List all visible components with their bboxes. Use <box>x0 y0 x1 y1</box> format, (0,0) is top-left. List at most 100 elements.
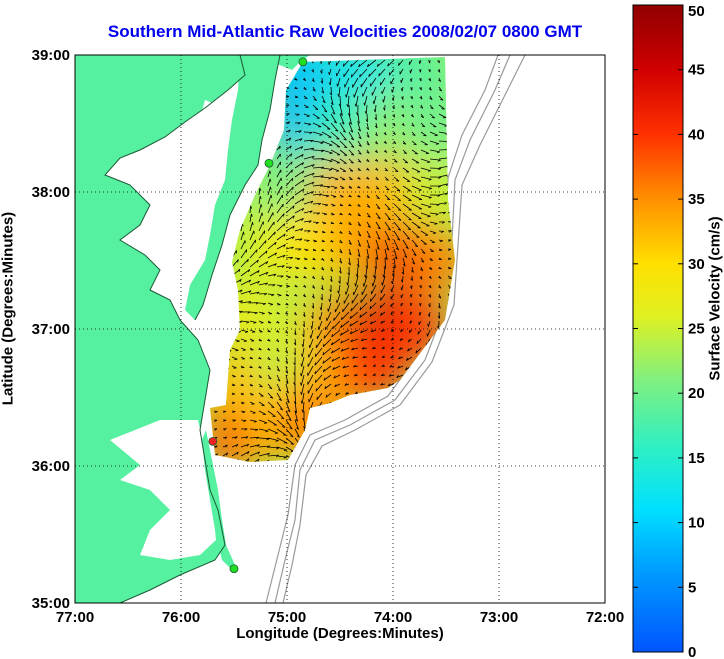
velocity-arrowhead <box>411 270 414 273</box>
velocity-arrow <box>411 257 416 265</box>
velocity-arrowhead <box>365 119 368 123</box>
velocity-arrow <box>231 259 239 268</box>
velocity-arrowhead <box>370 329 374 333</box>
velocity-arrow <box>276 383 282 392</box>
velocity-arrowhead <box>311 69 314 73</box>
velocity-arrowhead <box>361 346 365 350</box>
velocity-arrowhead <box>313 98 317 101</box>
velocity-arrow <box>285 225 295 232</box>
velocity-arrowhead <box>336 300 338 304</box>
velocity-arrowhead <box>270 186 272 190</box>
velocity-arrowhead <box>396 375 399 378</box>
velocity-arrowhead <box>236 451 239 455</box>
velocity-arrow <box>339 167 347 172</box>
velocity-arrowhead <box>301 154 304 158</box>
velocity-arrowhead <box>214 411 218 413</box>
velocity-arrowhead <box>273 273 277 277</box>
velocity-arrowhead <box>293 303 297 306</box>
velocity-arrowhead <box>255 429 259 432</box>
velocity-arrow <box>249 410 256 414</box>
velocity-arrowhead <box>397 199 401 201</box>
velocity-arrowhead <box>308 123 312 126</box>
velocity-arrow <box>335 59 341 66</box>
velocity-arrowhead <box>269 170 271 174</box>
velocity-arrowhead <box>345 391 348 395</box>
velocity-arrowhead <box>258 357 262 360</box>
velocity-arrow <box>294 428 300 438</box>
velocity-arrowhead <box>312 277 316 280</box>
velocity-arrowhead <box>320 142 324 145</box>
velocity-arrowhead <box>346 282 349 286</box>
velocity-arrowhead <box>410 277 413 281</box>
velocity-arrowhead <box>393 265 396 269</box>
velocity-arrow <box>374 104 377 113</box>
velocity-arrow <box>240 320 250 323</box>
velocity-arrowhead <box>421 125 426 128</box>
velocity-arrowhead <box>278 295 282 297</box>
velocity-arrow <box>332 365 341 370</box>
velocity-arrow <box>301 383 305 395</box>
radar-site-marker <box>208 436 218 446</box>
velocity-arrow <box>352 356 359 359</box>
velocity-arrowhead <box>336 170 340 172</box>
velocity-arrow <box>350 68 359 78</box>
velocity-arrowhead <box>349 315 352 319</box>
velocity-arrowhead <box>340 113 343 116</box>
velocity-arrowhead <box>344 383 348 386</box>
velocity-arrow <box>330 176 339 180</box>
velocity-arrow <box>267 302 274 305</box>
velocity-arrowhead <box>336 138 340 140</box>
velocity-arrow <box>353 284 359 296</box>
velocity-arrow <box>258 221 264 232</box>
velocity-arrow <box>348 239 352 245</box>
velocity-arrowhead <box>328 298 331 303</box>
velocity-arrow <box>348 167 354 172</box>
velocity-arrow <box>249 291 260 295</box>
velocity-arrowhead <box>280 417 285 420</box>
velocity-arrow <box>357 257 360 267</box>
velocity-arrowhead <box>290 256 294 260</box>
velocity-arrow <box>339 257 343 264</box>
velocity-arrow <box>357 131 362 139</box>
velocity-arrow <box>402 167 410 173</box>
velocity-arrowhead <box>387 218 391 221</box>
velocity-arrowhead <box>281 265 285 268</box>
velocity-arrowhead <box>247 458 250 462</box>
velocity-arrowhead <box>359 307 362 311</box>
velocity-arrow <box>285 419 293 430</box>
velocity-arrowhead <box>278 398 282 402</box>
velocity-arrowhead <box>338 280 341 284</box>
velocity-arrowhead <box>438 296 442 299</box>
velocity-arrowhead <box>383 141 387 144</box>
velocity-arrowhead <box>420 268 424 272</box>
velocity-arrowhead <box>348 214 352 216</box>
velocity-arrowhead <box>313 240 317 243</box>
velocity-arrow <box>231 436 238 439</box>
velocity-arrowhead <box>337 290 340 294</box>
velocity-arrowhead <box>335 129 339 132</box>
velocity-arrow <box>335 392 341 396</box>
velocity-arrowhead <box>293 352 296 356</box>
velocity-arrowhead <box>374 117 377 121</box>
velocity-arrow <box>276 410 285 420</box>
velocity-arrow <box>240 240 246 250</box>
velocity-arrow <box>438 104 445 110</box>
velocity-arrowhead <box>286 104 290 107</box>
velocity-arrowhead <box>404 255 408 258</box>
velocity-arrowhead <box>353 373 357 377</box>
velocity-arrowhead <box>320 70 323 74</box>
velocity-arrow <box>369 302 377 310</box>
velocity-arrow <box>276 223 286 232</box>
chart-title: Southern Mid-Atlantic Raw Velocities 200… <box>107 22 583 41</box>
velocity-arrowhead <box>254 312 258 315</box>
velocity-arrowhead <box>274 242 277 246</box>
velocity-arrowhead <box>264 422 268 424</box>
velocity-arrowhead <box>301 208 305 212</box>
velocity-arrowhead <box>311 295 315 299</box>
velocity-arrowhead <box>358 234 362 237</box>
velocity-arrowhead <box>339 251 343 254</box>
velocity-arrow <box>314 374 323 383</box>
velocity-arrow <box>384 194 391 201</box>
velocity-arrowhead <box>346 104 349 108</box>
velocity-arrow <box>321 86 325 94</box>
